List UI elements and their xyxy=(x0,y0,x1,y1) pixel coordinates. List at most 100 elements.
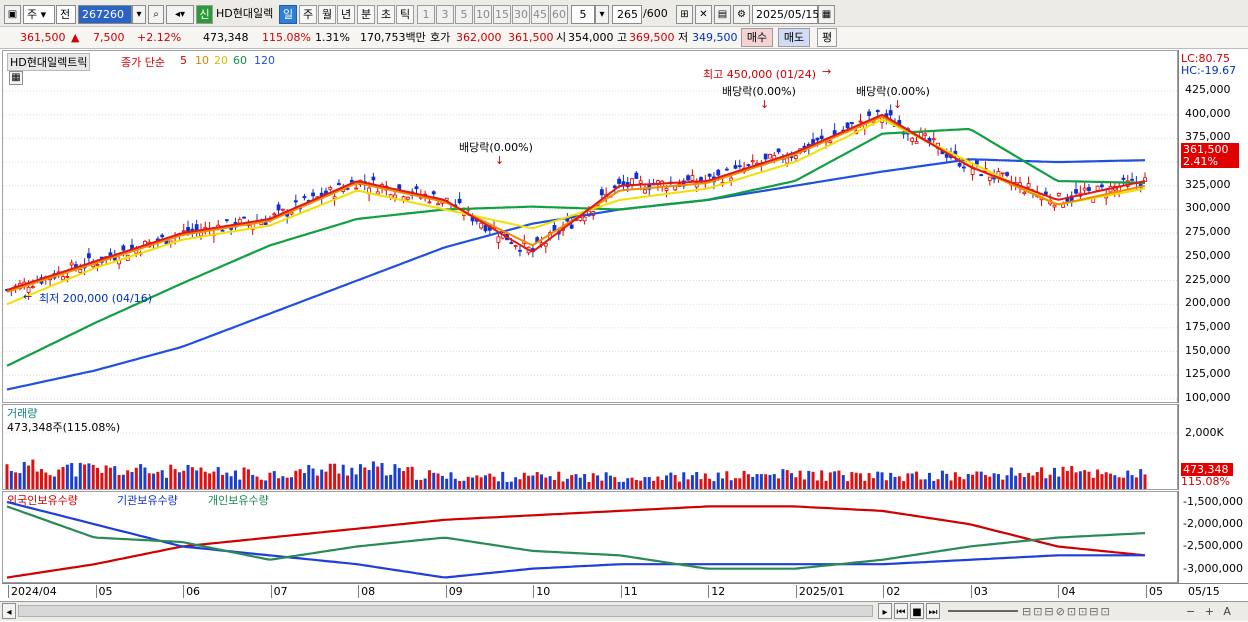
candle xyxy=(944,153,949,158)
stock-code-input[interactable]: 267260 xyxy=(78,5,132,24)
volume-bar xyxy=(61,466,65,489)
volume-bar xyxy=(290,477,293,489)
zoom-icon[interactable]: ⊞ xyxy=(676,5,693,24)
candle xyxy=(349,179,354,183)
candle xyxy=(1000,172,1005,175)
volume-bar xyxy=(492,476,496,489)
low-arrow-icon: ← xyxy=(23,290,33,303)
volume-bar xyxy=(815,480,819,489)
volume-bar xyxy=(927,472,931,489)
candle xyxy=(785,157,790,164)
range-input[interactable]: 265 xyxy=(612,5,642,24)
volume-bar xyxy=(958,476,962,489)
horizontal-scrollbar[interactable] xyxy=(18,605,873,617)
sell-button[interactable]: 매도 xyxy=(778,28,810,47)
num-3[interactable]: 3 xyxy=(436,5,454,24)
volume-bar xyxy=(733,478,737,489)
code-dropdown-icon[interactable]: ▾ xyxy=(132,5,146,24)
volume-bar xyxy=(18,473,22,489)
gear-icon[interactable]: ⚙ xyxy=(733,5,750,24)
stop-icon[interactable]: ■ xyxy=(910,603,924,619)
volume-bar xyxy=(1009,467,1013,489)
candle xyxy=(617,178,622,184)
zoom-slider[interactable] xyxy=(948,610,1018,612)
tab-month[interactable]: 월 xyxy=(318,5,336,24)
calendar-icon[interactable]: ▦ xyxy=(818,5,835,24)
volume: 473,348 xyxy=(203,31,249,44)
tab-year[interactable]: 년 xyxy=(337,5,355,24)
tab-second[interactable]: 초 xyxy=(377,5,395,24)
crosshair-icon[interactable]: ✕ xyxy=(695,5,712,24)
buy-button[interactable]: 매수 xyxy=(741,28,773,47)
volume-bar xyxy=(164,477,168,489)
candle xyxy=(272,213,277,216)
candle xyxy=(513,245,518,247)
bottom-bar: ◂ ▸ ⏮ ■ ⏭ ⊟⊡⊟⊘⊡⊡⊟⊡ − + A xyxy=(0,601,1248,621)
custom-num-input[interactable]: 5 xyxy=(571,5,595,24)
tab-minute[interactable]: 분 xyxy=(357,5,375,24)
candle xyxy=(793,155,798,159)
x-axis-label: 05 xyxy=(95,585,113,598)
prev-select[interactable]: 전 xyxy=(56,5,76,24)
volume-bar xyxy=(212,471,216,489)
tab-day[interactable]: 일 xyxy=(279,5,297,24)
ma-line-60 xyxy=(6,127,1146,367)
grid-toggle-icon[interactable]: ▦ xyxy=(9,71,23,85)
x-axis-label: 02 xyxy=(883,585,900,598)
ma-5: 5 xyxy=(180,54,187,67)
candle xyxy=(1056,193,1061,197)
candle xyxy=(910,137,915,142)
period-select[interactable]: 주 ▾ xyxy=(23,5,55,24)
candle xyxy=(69,262,74,266)
volume-bar xyxy=(557,471,561,489)
eval-button[interactable]: 평 xyxy=(817,28,837,47)
volume-bar xyxy=(436,473,440,489)
volume-bar xyxy=(850,472,854,489)
scroll-right-icon[interactable]: ▸ xyxy=(878,603,892,619)
zoom-controls-icon[interactable]: − + A xyxy=(1186,605,1234,618)
volume-bar xyxy=(350,467,354,489)
num-30[interactable]: 30 xyxy=(512,5,530,24)
volume-bar xyxy=(1078,471,1082,489)
candle xyxy=(733,165,738,169)
volume-bar xyxy=(712,481,716,489)
fastforward-icon[interactable]: ⏭ xyxy=(926,603,940,619)
volume-bar xyxy=(354,474,358,489)
price-change: 7,500 xyxy=(93,31,125,44)
tab-week[interactable]: 주 xyxy=(299,5,317,24)
volume-bar xyxy=(199,467,203,489)
volume-bar xyxy=(540,474,544,489)
volume-bar xyxy=(384,475,388,489)
volume-bar xyxy=(626,478,630,489)
candle xyxy=(931,138,936,141)
volume-bar xyxy=(251,474,255,489)
candle xyxy=(729,177,734,181)
dividend-arrow-1-icon: ↓ xyxy=(495,154,505,167)
num-1[interactable]: 1 xyxy=(417,5,435,24)
tab-tick[interactable]: 틱 xyxy=(396,5,414,24)
tool-icons[interactable]: ⊟⊡⊟⊘⊡⊡⊟⊡ xyxy=(1022,605,1112,618)
price-ytick: 275,000 xyxy=(1185,225,1231,239)
num-5[interactable]: 5 xyxy=(455,5,473,24)
save-icon[interactable]: ▤ xyxy=(714,5,731,24)
scroll-left-icon[interactable]: ◂ xyxy=(2,603,16,619)
rewind-icon[interactable]: ⏮ xyxy=(894,603,908,619)
volume-bar xyxy=(152,473,156,489)
candle xyxy=(483,225,488,232)
volume-bar xyxy=(600,480,604,489)
search-icon[interactable]: ⌕ xyxy=(148,5,164,24)
num-10[interactable]: 10 xyxy=(474,5,492,24)
custom-num-dropdown-icon[interactable]: ▾ xyxy=(595,5,609,24)
num-60[interactable]: 60 xyxy=(550,5,568,24)
arrow-icon[interactable]: ◂▾ xyxy=(166,5,194,24)
candle xyxy=(414,186,419,190)
num-15[interactable]: 15 xyxy=(493,5,511,24)
volume-bar xyxy=(419,479,423,489)
candle xyxy=(815,137,820,141)
window-icon[interactable]: ▣ xyxy=(4,5,21,24)
volume-bar xyxy=(449,472,453,489)
high-price: 369,500 xyxy=(629,31,675,44)
num-45[interactable]: 45 xyxy=(531,5,549,24)
volume-bar xyxy=(229,476,233,489)
date-input[interactable]: 2025/05/15 xyxy=(752,5,819,24)
